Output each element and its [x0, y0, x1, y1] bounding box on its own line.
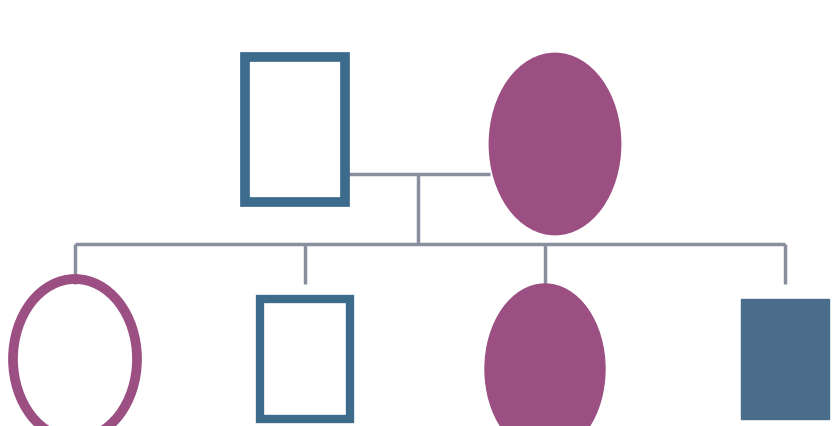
FancyBboxPatch shape	[741, 299, 829, 419]
FancyBboxPatch shape	[245, 58, 345, 202]
Ellipse shape	[485, 284, 605, 426]
FancyBboxPatch shape	[260, 299, 350, 419]
Ellipse shape	[490, 55, 620, 234]
